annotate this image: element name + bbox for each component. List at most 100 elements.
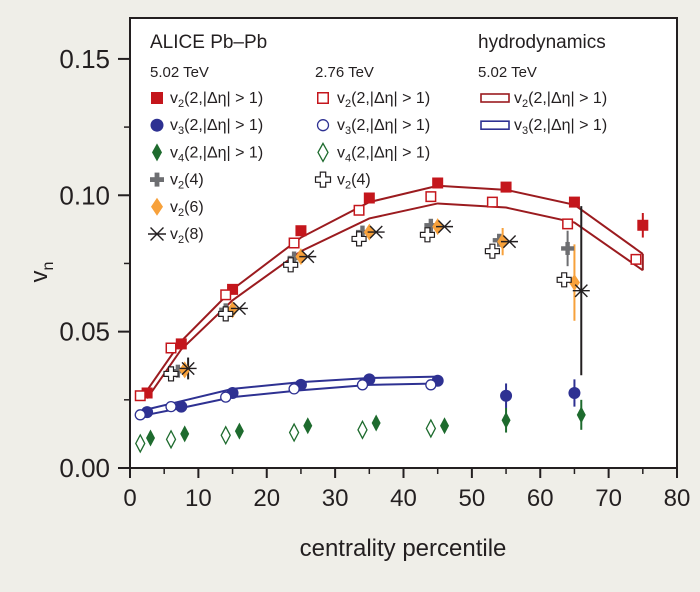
x-tick-label: 50 <box>459 485 486 512</box>
legend-label: v2(2,|Δη| > 1) <box>337 90 430 110</box>
point-v2-2-1-2-76-tev <box>134 390 146 402</box>
point-v3-2-1-5-02-tev <box>500 389 513 402</box>
point-v2-2-1-5-02-tev <box>500 181 512 193</box>
legend-marker-v2-6 <box>151 197 163 216</box>
legend-marker-v3-2-1-276 <box>316 119 330 132</box>
point-v4-2-1-2-76-tev <box>135 433 146 454</box>
point-v2-2-1-2-76-tev <box>425 191 437 203</box>
legend-label: v3(2,|Δη| > 1) <box>337 117 430 137</box>
legend-marker-v4-2-1-276 <box>317 142 329 163</box>
hydro-band-v3-2-1-upper <box>146 375 438 411</box>
legend-header-hydro: hydrodynamics <box>478 32 606 53</box>
point-v2-8-5-02-tev <box>436 220 454 234</box>
point-v2-4-2-76-tev <box>419 227 436 243</box>
point-v2-8-5-02-tev <box>230 301 248 316</box>
legend-energy-502: 5.02 TeV <box>150 64 209 81</box>
x-tick-label: 30 <box>322 485 349 512</box>
legend-marker-v2-8 <box>148 227 166 241</box>
y-tick-label: 0.10 <box>59 180 110 210</box>
point-v2-2-1-5-02-tev <box>637 219 649 231</box>
legend-hydro-swatch <box>480 120 510 130</box>
point-v2-8-5-02-tev <box>572 284 590 298</box>
legend-marker-v2-2-1-276 <box>317 92 329 104</box>
point-v3-2-1-5-02-tev <box>568 387 581 399</box>
point-v2-2-1-2-76-tev <box>288 237 300 249</box>
legend-label: v2(4) <box>337 172 371 192</box>
point-v2-4-2-76-tev <box>351 231 367 247</box>
point-v2-8-5-02-tev <box>367 225 385 239</box>
point-v3-2-1-2-76-tev <box>288 383 300 395</box>
hydro-band-v2-2-1-lower <box>146 202 644 400</box>
point-v3-2-1-2-76-tev <box>165 400 177 413</box>
legend-header-alice: ALICE Pb–Pb <box>150 32 267 53</box>
point-v2-4-2-76-tev <box>163 366 179 382</box>
point-v3-2-1-2-76-tev <box>425 379 437 391</box>
point-v4-2-1-2-76-tev <box>165 429 177 450</box>
point-v2-8-5-02-tev <box>179 361 197 376</box>
point-v2-2-1-5-02-tev <box>568 196 580 208</box>
data-points <box>134 177 649 454</box>
y-tick-label: 0.00 <box>59 453 110 483</box>
point-v3-2-1-2-76-tev <box>220 391 232 403</box>
point-v2-8-5-02-tev <box>500 235 518 249</box>
point-v2-4-5-02-tev <box>355 225 369 239</box>
point-v4-2-1-2-76-tev <box>357 419 368 440</box>
point-v4-2-1-2-76-tev <box>288 422 300 443</box>
point-v4-2-1-2-76-tev <box>425 418 437 439</box>
point-v2-2-1-5-02-tev <box>141 387 153 399</box>
legend-label: v3(2,|Δη| > 1) <box>514 117 607 137</box>
legend-marker-v4-2-1 <box>152 143 162 162</box>
legend-label: v2(2,|Δη| > 1) <box>170 90 263 110</box>
x-axis: 0 10 20 30 40 50 60 70 80 <box>123 468 690 512</box>
legend-marker-v3-2-1 <box>150 118 164 132</box>
point-v4-2-1-5-02-tev <box>234 422 244 440</box>
x-tick-label: 70 <box>595 485 622 512</box>
legend-label: v4(2,|Δη| > 1) <box>337 144 430 164</box>
point-v2-2-1-2-76-tev <box>353 204 365 216</box>
legend-label: v4(2,|Δη| > 1) <box>170 144 263 164</box>
x-tick-label: 60 <box>527 485 554 512</box>
legend-label: v2(8) <box>170 226 204 246</box>
point-v2-4-2-76-tev <box>556 272 572 288</box>
point-v3-2-1-2-76-tev <box>134 409 146 421</box>
legend-label: v2(4) <box>170 172 204 192</box>
point-v2-2-1-5-02-tev <box>432 177 444 189</box>
point-v2-4-5-02-tev <box>424 218 438 232</box>
x-axis-title: centrality percentile <box>300 535 507 562</box>
y-axis: 0.00 0.05 0.10 0.15 <box>59 44 130 483</box>
svg-text:vn: vn <box>26 262 57 283</box>
point-v2-4-2-76-tev <box>218 306 234 322</box>
legend: ALICE Pb–Pb hydrodynamics 5.02 TeV 2.76 … <box>148 32 607 246</box>
legend-energy-276: 2.76 TeV <box>315 64 374 81</box>
plot-frame <box>129 17 678 469</box>
x-tick-label: 40 <box>390 485 417 512</box>
y-axis-title: vn <box>26 262 57 283</box>
legend-marker-v2-4-276 <box>314 171 332 188</box>
point-v2-4-2-76-tev <box>283 257 299 273</box>
point-v2-2-1-2-76-tev <box>562 218 574 230</box>
point-v3-2-1-5-02-tev <box>175 400 188 413</box>
legend-marker-v2-2-1 <box>151 92 163 104</box>
x-tick-label: 0 <box>123 485 136 512</box>
y-tick-label: 0.05 <box>59 317 110 347</box>
point-v4-2-1-5-02-tev <box>303 417 313 435</box>
point-v2-2-1-5-02-tev <box>227 283 239 295</box>
point-v2-2-1-5-02-tev <box>295 225 307 237</box>
point-v2-2-1-5-02-tev <box>363 192 375 204</box>
y-axis-title-main: v <box>26 270 53 282</box>
point-v4-2-1-5-02-tev <box>501 411 511 429</box>
y-tick-label: 0.15 <box>59 44 110 74</box>
legend-label: v2(6) <box>170 199 204 219</box>
y-axis-title-sub: n <box>40 262 57 271</box>
point-v3-2-1-2-76-tev <box>356 379 369 391</box>
x-tick-label: 20 <box>253 485 280 512</box>
point-v2-4-2-76-tev <box>484 243 500 259</box>
legend-label: v2(2,|Δη| > 1) <box>514 90 607 110</box>
point-v4-2-1-2-76-tev <box>220 425 231 446</box>
legend-energy-hydro: 5.02 TeV <box>478 64 537 81</box>
legend-marker-v2-4 <box>150 172 164 187</box>
point-v4-2-1-5-02-tev <box>576 406 586 424</box>
point-v2-8-5-02-tev <box>299 250 317 264</box>
point-v4-2-1-5-02-tev <box>146 429 156 447</box>
